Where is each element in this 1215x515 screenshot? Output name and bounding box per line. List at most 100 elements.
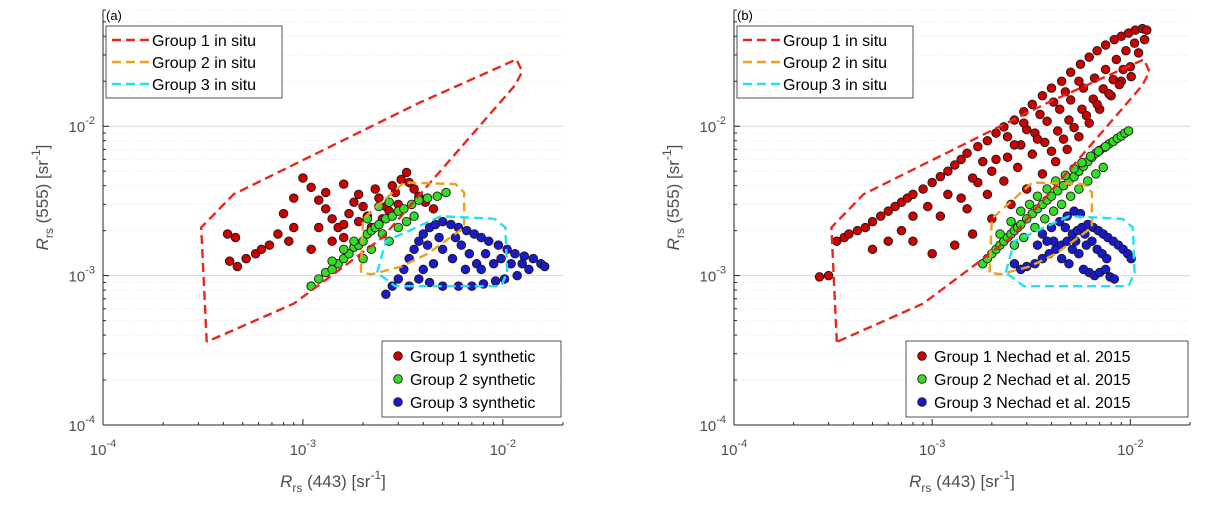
data-point <box>1074 249 1084 259</box>
data-point <box>1123 126 1134 136</box>
data-point <box>414 274 424 284</box>
y-axis-label-symbol: R <box>33 238 52 250</box>
panel-label: (a) <box>106 8 122 23</box>
x-axis-label-symbol: R <box>280 472 292 491</box>
data-point <box>950 160 960 170</box>
x-tick-label-exp: -4 <box>106 438 116 450</box>
data-point <box>476 264 486 275</box>
data-point <box>387 211 398 221</box>
data-point <box>224 256 235 266</box>
x-axis-label-text: (443) [sr <box>931 472 999 491</box>
data-point <box>1109 274 1120 284</box>
data-point <box>493 240 504 250</box>
data-point <box>338 232 349 243</box>
y-tick-label-base: 10 <box>69 418 86 435</box>
data-point <box>1048 206 1059 216</box>
y-tick-label: 10-3 <box>69 265 95 286</box>
data-point <box>1037 169 1048 179</box>
data-point <box>896 225 907 236</box>
y-tick-label-exp: -2 <box>716 115 726 127</box>
data-point <box>230 232 241 243</box>
data-point <box>327 256 337 266</box>
x-axis-label-sub: rs <box>292 481 302 495</box>
data-point <box>823 270 834 281</box>
data-point <box>1006 216 1016 227</box>
data-point <box>1133 48 1144 58</box>
data-point <box>860 222 871 233</box>
data-point <box>1062 236 1072 246</box>
legend-top-label: Group 1 in situ <box>152 33 256 50</box>
data-point <box>943 166 953 176</box>
data-point <box>401 216 412 227</box>
data-point <box>1056 76 1067 87</box>
data-point <box>935 171 946 182</box>
y-tick-label: 10-2 <box>700 115 726 136</box>
data-point <box>995 229 1005 239</box>
data-point <box>1083 176 1093 186</box>
data-point <box>1064 115 1074 125</box>
data-point <box>1065 95 1076 105</box>
data-point <box>1139 34 1150 45</box>
data-point <box>1075 59 1086 70</box>
y-axis-label-close: ] <box>664 145 683 150</box>
y-axis-label-text: (555) [sr <box>664 160 683 228</box>
data-point <box>374 193 384 203</box>
data-point <box>1027 149 1038 159</box>
data-point <box>414 236 424 246</box>
data-point <box>401 167 412 178</box>
data-point <box>320 204 331 214</box>
data-point <box>1042 116 1052 126</box>
data-point <box>814 272 825 282</box>
data-point <box>950 240 960 250</box>
data-point <box>528 253 539 264</box>
data-point <box>1084 52 1094 62</box>
data-point <box>349 197 359 207</box>
data-point <box>1104 89 1114 99</box>
data-point <box>852 225 863 236</box>
y-tick-label-exp: -2 <box>85 115 95 127</box>
envelope-3 <box>1004 214 1136 288</box>
data-point <box>908 211 918 221</box>
data-point <box>480 249 491 259</box>
legend-top-label: Group 2 in situ <box>783 55 887 72</box>
data-point <box>313 195 324 205</box>
data-point <box>883 236 893 246</box>
data-point <box>1085 151 1096 161</box>
data-point <box>943 189 953 200</box>
y-axis-label-sub: rs <box>42 228 56 238</box>
y-tick-label: 10-4 <box>69 414 95 435</box>
data-point <box>1037 229 1048 239</box>
data-point <box>437 244 448 255</box>
data-point <box>273 229 283 239</box>
data-point <box>875 211 886 221</box>
data-point <box>1077 157 1087 168</box>
data-point <box>1121 46 1131 56</box>
data-point <box>381 289 391 300</box>
legend-top-label: Group 2 in situ <box>152 55 256 72</box>
data-point <box>1032 240 1043 250</box>
data-point <box>490 276 501 286</box>
y-axis-label-text: (555) [sr <box>33 160 52 228</box>
data-point <box>1100 64 1111 75</box>
x-axis-label-symbol: R <box>909 472 921 491</box>
data-point <box>1081 110 1092 121</box>
legend-bottom-box <box>381 340 562 418</box>
data-point <box>1074 184 1084 194</box>
data-point <box>222 229 233 239</box>
data-point <box>488 259 499 269</box>
data-point <box>496 253 506 264</box>
data-point <box>338 179 349 189</box>
data-point <box>1016 219 1026 230</box>
x-tick-label-exp: -2 <box>1134 438 1144 450</box>
data-point <box>1058 134 1069 144</box>
data-point <box>1141 25 1152 35</box>
data-point <box>1108 74 1119 85</box>
data-point <box>409 244 419 255</box>
legend-bottom-label: Group 3 Nechad et al. 2015 <box>934 395 1131 412</box>
envelope-3 <box>375 214 509 288</box>
data-point <box>1062 144 1072 155</box>
y-axis-label-sub: rs <box>673 228 687 238</box>
data-point <box>344 208 354 219</box>
data-point <box>918 184 928 194</box>
